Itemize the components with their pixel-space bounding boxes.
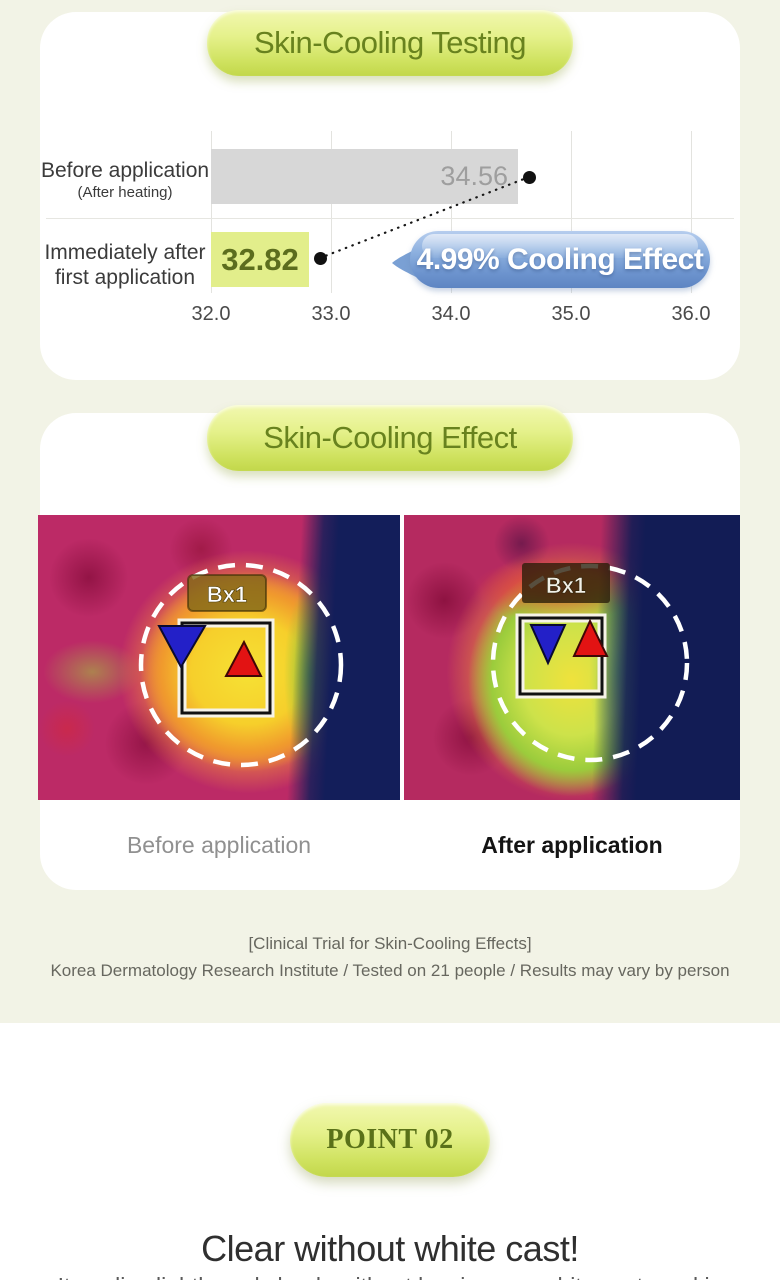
disclaimer-line-1: [Clinical Trial for Skin-Cooling Effects…	[248, 934, 532, 953]
thermal-image-after: Bx1	[404, 515, 740, 800]
section-heading: Clear without white cast!	[201, 1228, 579, 1269]
data-point-dot	[314, 252, 327, 265]
x-tick: 33.0	[311, 303, 351, 325]
effect-badge-label: Skin-Cooling Effect	[263, 420, 517, 455]
clipped-text-line: It applies lightly and clearly without l…	[0, 1273, 780, 1280]
thermal-overlay-before: Bx1	[138, 562, 344, 768]
gridline	[571, 131, 572, 293]
roi-box	[180, 621, 272, 715]
thermal-image-before: Bx1	[38, 515, 400, 800]
testing-badge-label: Skin-Cooling Testing	[253, 25, 527, 60]
focus-circle	[138, 562, 344, 768]
marker-label: Bx1	[207, 582, 247, 607]
marker-label-bg	[522, 563, 610, 603]
bar-after-application: 32.82	[211, 232, 309, 287]
caption-after: After application	[481, 832, 663, 858]
thermal-overlay-after: Bx1	[490, 563, 690, 763]
x-tick: 35.0	[551, 303, 591, 325]
effect-badge: Skin-Cooling Effect	[207, 405, 573, 471]
warm-marker-icon	[224, 639, 263, 677]
data-point-dot	[523, 171, 536, 184]
clinical-disclaimer: [Clinical Trial for Skin-Cooling Effects…	[0, 930, 780, 984]
x-tick: 34.0	[431, 303, 471, 325]
bar-label-after: Immediately after first application	[44, 241, 206, 289]
testing-badge: Skin-Cooling Testing	[207, 10, 573, 76]
marker-label-bg	[187, 574, 267, 612]
x-tick: 36.0	[671, 303, 711, 325]
point-02-label: POINT 02	[326, 1124, 454, 1155]
point-02-badge: POINT 02	[290, 1103, 490, 1177]
caption-before: Before application	[126, 832, 312, 858]
disclaimer-line-2: Korea Dermatology Research Institute / T…	[50, 961, 730, 980]
bar-value-before: 34.56	[440, 161, 508, 191]
bar-label-before: Before application (After heating)	[40, 159, 210, 201]
marker-label: Bx1	[546, 573, 586, 598]
cooling-effect-text: 4.99% Cooling Effect	[416, 242, 704, 276]
cooling-effect-callout: 4.99% Cooling Effect	[410, 231, 710, 288]
bar-before-application: 34.56	[211, 149, 518, 204]
cool-marker-icon	[529, 624, 567, 666]
bar-value-after: 32.82	[221, 241, 299, 277]
x-tick: 32.0	[191, 303, 231, 325]
gridline	[691, 131, 692, 293]
gridline	[211, 131, 212, 293]
cool-marker-icon	[157, 625, 207, 670]
row-separator	[46, 218, 734, 219]
warm-marker-icon	[572, 618, 609, 657]
